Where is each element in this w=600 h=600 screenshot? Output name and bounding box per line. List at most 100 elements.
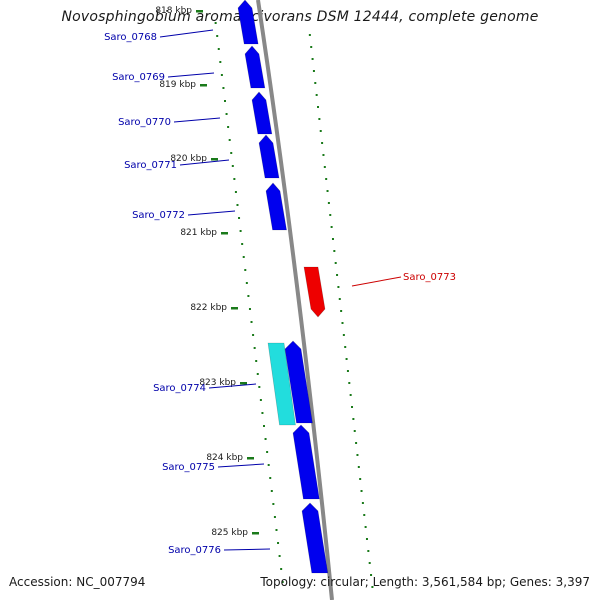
gene-arrow[interactable]: [301, 502, 329, 574]
track-tick: [337, 286, 340, 288]
gene-arrow[interactable]: [244, 45, 266, 89]
track-tick: [364, 526, 367, 528]
track-tick: [308, 34, 311, 36]
gene-arrow[interactable]: [284, 340, 313, 424]
gene-arrow[interactable]: [267, 342, 296, 426]
track-tick: [368, 562, 371, 564]
genome-summary-text: Topology: circular; Length: 3,561,584 bp…: [260, 575, 590, 589]
track-tick: [230, 152, 233, 154]
track-tick: [353, 430, 356, 432]
track-tick: [310, 46, 313, 48]
track-tick: [281, 581, 284, 583]
track-tick: [360, 490, 363, 492]
accession-text: Accession: NC_007794: [9, 575, 146, 589]
gene-label[interactable]: Saro_0771: [124, 160, 177, 171]
callout-line: [167, 72, 215, 78]
gene-label[interactable]: Saro_0774: [153, 383, 206, 394]
track-tick: [233, 178, 236, 180]
left-dotted-track: [214, 22, 284, 583]
scale-labels: 818 kbp 819 kbp 820 kbp 821 kbp 822 kbp 823 k…: [155, 6, 259, 538]
track-tick: [341, 322, 344, 324]
track-tick: [363, 514, 366, 516]
scale-tick: [240, 382, 247, 385]
track-tick: [263, 425, 265, 427]
gene-label[interactable]: Saro_0776: [168, 545, 221, 556]
callout-line: [173, 117, 221, 123]
track-tick: [334, 262, 337, 264]
track-tick: [365, 538, 368, 540]
gene-label[interactable]: Saro_0769: [112, 72, 165, 83]
scale-label: 818 kbp: [155, 6, 192, 16]
track-tick: [217, 48, 220, 50]
track-tick: [349, 394, 352, 396]
scale-tick: [247, 457, 254, 460]
callout-line: [187, 210, 236, 216]
track-tick: [247, 295, 250, 297]
track-tick: [219, 61, 222, 63]
gene-arrow[interactable]: [292, 424, 320, 500]
gene-label[interactable]: Saro_0768: [104, 32, 157, 43]
track-tick: [255, 360, 258, 362]
map-title: Novosphingobium aromaticivorans DSM 1244…: [61, 9, 539, 25]
scale-tick: [200, 84, 207, 87]
gene-label[interactable]: Saro_0770: [118, 117, 171, 128]
scale-tick: [221, 232, 228, 235]
track-tick: [348, 382, 351, 384]
track-tick: [311, 58, 314, 60]
scale-label: 822 kbp: [190, 303, 227, 313]
gene-arrow[interactable]: [251, 91, 273, 135]
scale-label: 825 kbp: [211, 528, 248, 538]
track-tick: [234, 191, 237, 193]
gene-label[interactable]: Saro_0775: [162, 462, 215, 473]
track-tick: [266, 451, 269, 453]
gene-arrow[interactable]: [258, 134, 280, 179]
track-tick: [321, 142, 324, 144]
track-tick: [225, 113, 228, 115]
track-tick: [357, 466, 360, 468]
track-tick: [222, 87, 225, 89]
gene-label[interactable]: Saro_0772: [132, 210, 185, 221]
track-tick: [220, 74, 223, 76]
scale-label: 824 kbp: [206, 453, 243, 463]
track-tick: [344, 346, 347, 348]
scale-label: 823 kbp: [199, 378, 236, 388]
track-tick: [242, 256, 245, 258]
track-tick: [214, 22, 217, 24]
track-tick: [326, 190, 329, 192]
track-tick: [361, 502, 364, 504]
track-tick: [330, 226, 333, 228]
callout-line: [208, 383, 257, 389]
track-tick: [259, 399, 262, 401]
right-dotted-track: [308, 34, 374, 588]
callout-line: [159, 29, 214, 38]
scale-tick: [231, 307, 238, 310]
gene-arrow[interactable]: [265, 182, 287, 231]
gene-callouts: Saro_0768 Saro_0769 Saro_0770 Saro_0771 Saro…: [104, 29, 456, 556]
track-tick: [244, 269, 247, 271]
track-tick: [261, 412, 264, 414]
track-tick: [241, 243, 244, 245]
scale-label: 819 kbp: [159, 80, 196, 90]
track-tick: [280, 568, 283, 570]
gene-arrow[interactable]: [303, 266, 326, 318]
callout-line: [217, 463, 265, 468]
track-tick: [338, 298, 341, 300]
track-tick: [370, 574, 373, 576]
gene-label[interactable]: Saro_0773: [403, 272, 456, 283]
track-tick: [333, 250, 336, 252]
gene-arrow[interactable]: [237, 0, 259, 45]
track-tick: [277, 542, 280, 544]
track-tick: [359, 478, 362, 480]
track-tick: [318, 118, 321, 120]
genome-backbone: [256, 0, 334, 600]
track-tick: [352, 418, 355, 420]
scale-label: 821 kbp: [180, 228, 217, 238]
track-tick: [248, 308, 251, 310]
track-tick: [355, 442, 358, 444]
track-tick: [329, 214, 332, 216]
track-tick: [224, 100, 226, 102]
track-tick: [216, 35, 219, 37]
track-tick: [327, 202, 330, 204]
gene-features: [237, 0, 329, 574]
